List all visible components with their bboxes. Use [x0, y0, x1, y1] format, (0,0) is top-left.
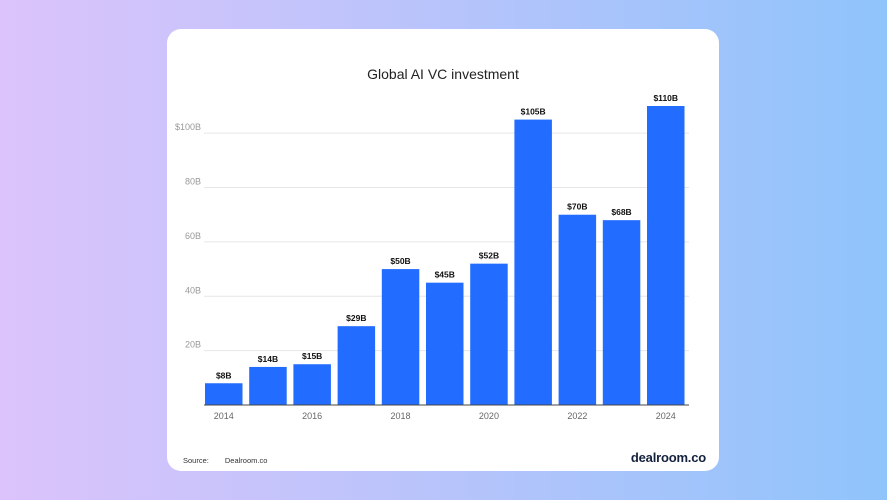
bar-2015	[249, 366, 287, 405]
bar-chart: $8B $14B $15B $29B $50B $45B $52B $105B $70B $68B…	[175, 93, 689, 421]
x-tick-label: 2018	[391, 411, 411, 421]
source-label: Source:	[183, 456, 209, 465]
data-label-2021: $105B	[521, 107, 546, 117]
x-tick-label: 2024	[656, 411, 676, 421]
chart-card: Global AI VC investment $8B $14B $15B $29B $…	[167, 29, 719, 471]
x-tick-label: 2014	[214, 411, 234, 421]
bar-2019	[426, 282, 464, 405]
bar-2016	[293, 364, 331, 405]
data-label-2024: $110B	[653, 93, 678, 103]
x-tick-label: 2020	[479, 411, 499, 421]
y-tick-label: 80B	[185, 177, 201, 187]
y-tick-label: 20B	[185, 340, 201, 350]
x-tick-label: 2016	[302, 411, 322, 421]
bar-2023	[602, 220, 641, 405]
y-tick-label: 60B	[185, 231, 201, 241]
data-label-2019: $45B	[435, 270, 455, 280]
bar-2022	[558, 214, 597, 405]
data-label-2022: $70B	[567, 202, 587, 212]
data-label-2016: $15B	[302, 351, 322, 361]
source-note: Source: Dealroom.co	[183, 456, 267, 465]
data-label-2014: $8B	[216, 370, 232, 380]
data-label-2015: $14B	[258, 354, 278, 364]
y-tick-label: $100B	[175, 122, 201, 132]
bar-2018	[381, 269, 420, 405]
brand-logo: dealroom.co	[630, 450, 706, 465]
y-tick-label: 40B	[185, 285, 201, 295]
x-tick-label: 2022	[567, 411, 587, 421]
data-label-2018: $50B	[390, 256, 410, 266]
chart-title: Global AI VC investment	[367, 66, 519, 82]
data-label-2023: $68B	[611, 207, 631, 217]
bar-2021	[514, 119, 552, 405]
bar-2017	[337, 326, 376, 405]
bar-2024	[647, 106, 685, 405]
bar-2014	[205, 383, 243, 405]
bar-2020	[470, 263, 508, 405]
data-label-2020: $52B	[479, 251, 499, 261]
source-value: Dealroom.co	[224, 456, 268, 465]
data-label-2017: $29B	[346, 313, 366, 323]
